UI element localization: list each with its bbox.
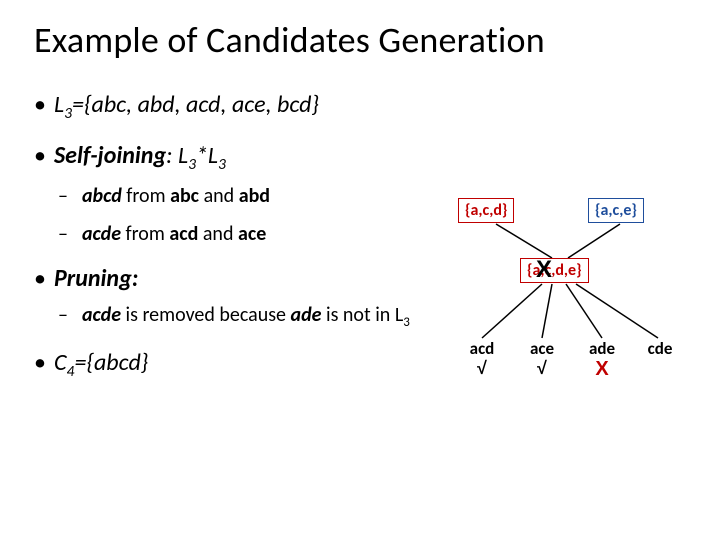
selfjoin-star: *L <box>196 141 218 170</box>
prune-bad: ade <box>291 303 322 327</box>
acde-res: acde <box>82 222 121 246</box>
prune-mid1: is removed because <box>121 303 291 327</box>
tree-node: {a,c,d,e} <box>520 258 589 283</box>
abcd-a: abc <box>170 184 199 208</box>
acde-from: from <box>121 222 169 246</box>
tree-node: {a,c,e} <box>588 198 644 223</box>
check-mark-icon: √ <box>522 358 562 379</box>
acde-a: acd <box>169 222 198 246</box>
prune-sub: 3 <box>403 315 410 330</box>
abcd-from: from <box>122 184 170 208</box>
slide-title: Example of Candidates Generation <box>34 18 686 62</box>
tree-leaf: ade <box>582 338 622 359</box>
c4-eq: ={abcd} <box>74 348 148 377</box>
acde-b: ace <box>238 222 266 246</box>
prune-res: acde <box>82 303 121 327</box>
prune-mid2: is not in L <box>321 303 403 327</box>
l3-var: L <box>54 90 64 119</box>
l3-sub: 3 <box>64 104 72 123</box>
tree-leaf: acd <box>462 338 502 359</box>
tree-node: {a,c,d} <box>458 198 514 223</box>
selfjoin-expr: : L <box>166 141 188 170</box>
pruning-label: Pruning: <box>54 264 138 293</box>
selfjoin-label: Self-joining <box>54 141 166 170</box>
c4-var: C <box>54 348 67 377</box>
bullet-l3: L3={abc, abd, acd, ace, bcd} <box>34 90 686 123</box>
tree-leaf: ace <box>522 338 562 359</box>
candidate-tree: {a,c,d}{a,c,e}{a,c,d,e}Xacd√ace√adeXcde <box>434 198 694 398</box>
check-mark-icon: √ <box>462 358 502 379</box>
x-mark-icon: X <box>536 256 552 284</box>
tree-leaf: cde <box>640 338 680 359</box>
x-mark-icon: X <box>582 358 622 381</box>
selfjoin-sub1: 3 <box>188 155 196 174</box>
abcd-and: and <box>199 184 239 208</box>
l3-eq: ={abc, abd, acd, ace, bcd} <box>72 90 319 119</box>
abcd-res: abcd <box>82 184 122 208</box>
selfjoin-sub2: 3 <box>218 155 226 174</box>
abcd-b: abd <box>239 184 270 208</box>
acde-and: and <box>198 222 238 246</box>
